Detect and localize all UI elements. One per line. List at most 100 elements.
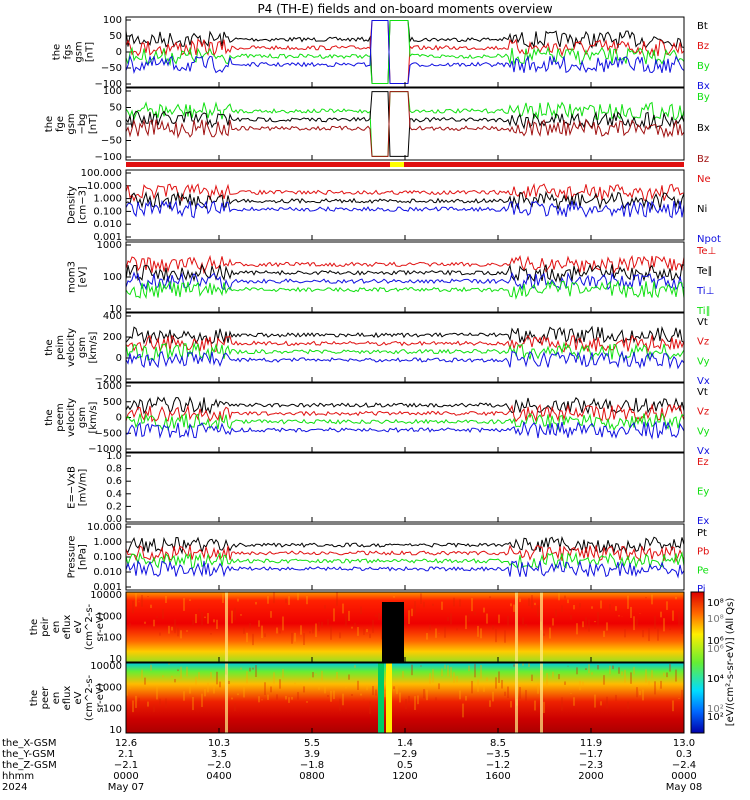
spectrogram-strip — [450, 613, 452, 625]
colorbar-tick-b-1: 10⁸ — [707, 614, 724, 625]
spectrogram-strip — [345, 614, 347, 627]
spectrogram-strip — [438, 683, 440, 690]
legend-Ne: Ne — [697, 174, 711, 185]
spectrogram-strip — [363, 628, 365, 635]
panel-8: Pressure [nPa] 10.000 1.000 0.100 0.010 0.001 P… — [67, 522, 710, 595]
spectrogram-strip — [459, 690, 461, 700]
spectrogram-strip — [213, 619, 215, 623]
spectrogram-strip — [366, 628, 368, 633]
series-Bx — [126, 20, 684, 84]
spectrogram-strip — [447, 665, 449, 677]
xaxis-col-6-3: −2.3 — [579, 760, 603, 771]
xaxis-col-1-3: −2.1 — [114, 760, 138, 771]
spectrogram-strip — [468, 665, 470, 672]
panel-2-ytick-3: 0 — [116, 119, 122, 130]
spectrogram-strip — [456, 675, 458, 683]
series-Vx — [126, 350, 684, 370]
legend-Pi: Pi — [697, 584, 706, 595]
xaxis-col-2-3: −2.0 — [207, 760, 231, 771]
xaxis-row-label-4: hhmm — [2, 771, 34, 782]
legend-Vt: Vt — [697, 387, 708, 398]
series-Vt — [126, 396, 684, 415]
spectrogram-strip — [432, 603, 434, 606]
spectrogram-strip — [321, 621, 323, 628]
spectrogram-strip — [468, 613, 470, 622]
spectrogram-strip — [486, 677, 488, 681]
panel-9-ylabel-7: sr-eV) — [95, 612, 106, 641]
legend-Npot: Npot — [697, 234, 721, 245]
panel-6-ylabel-4: gsm — [77, 407, 88, 428]
spectrogram-strip — [474, 612, 476, 615]
panel-2-ylabel-4: −bg — [77, 113, 88, 134]
xaxis-col-1-5: May 07 — [108, 782, 145, 793]
panel-1-ylabel-3: gsm — [74, 41, 85, 62]
panel-6-ylabel-1: the — [44, 409, 55, 425]
panel-5: the peim velocity gsm [km/s] 400 200 0 −200 Vt Vz V… — [44, 311, 710, 387]
spectrogram-strip — [594, 621, 596, 623]
spectrogram-strip — [267, 596, 269, 604]
panel-3-ylabel-2: [cm−3] — [78, 186, 89, 224]
spectrogram-strip — [471, 598, 473, 612]
spectrogram-strip — [645, 597, 647, 599]
legend-Ti⊥: Ti⊥ — [696, 286, 714, 297]
panel-6-ylabel-2: peem — [55, 403, 66, 431]
spectrogram-strip — [666, 601, 668, 610]
spectrogram-strip — [141, 669, 143, 679]
spectrogram-strip — [531, 595, 533, 609]
spectrogram-strip — [498, 671, 500, 683]
spectrogram-strip — [414, 696, 416, 710]
series-Bz — [126, 20, 684, 84]
spectrogram-strip — [141, 594, 143, 607]
panel-8-plot-area — [126, 535, 684, 579]
spectrogram-strip — [633, 666, 635, 675]
spectrogram-strip — [630, 672, 632, 684]
spectrogram-strip — [531, 674, 533, 682]
spectrogram-strip — [315, 623, 317, 637]
spectrogram-strip — [573, 697, 575, 706]
spectrogram-strip — [570, 693, 572, 694]
spectrogram-strip — [552, 618, 554, 626]
spectrogram-strip — [291, 632, 293, 644]
colorbar-tick-2: 10⁶ — [707, 636, 724, 647]
spectrogram-strip — [237, 693, 239, 696]
spectrogram-strip — [255, 601, 257, 605]
panel-5-ytick-3: 0 — [116, 353, 122, 364]
panel-7-ytick-6: 0.0 — [106, 514, 122, 525]
spectrogram-strip — [273, 672, 275, 684]
panel-5-ylabel-3: velocity — [66, 328, 77, 367]
panel-6-ylabel-3: velocity — [66, 398, 77, 437]
spectrogram-strip — [216, 619, 218, 629]
spectrogram-strip — [630, 606, 632, 618]
spectrogram-strip — [678, 611, 680, 626]
spectrogram-strip — [261, 699, 263, 701]
panel-1-ylabel-2: fgs — [63, 44, 74, 59]
panel-2-ylabel-2: fge — [55, 116, 66, 132]
spectrogram-strip — [294, 682, 296, 685]
spectrogram-strip — [444, 664, 446, 670]
spectrogram-strip — [486, 613, 488, 624]
spectrogram-strip — [303, 633, 305, 645]
legend-Vt: Vt — [697, 317, 708, 328]
spectrogram-strip — [222, 704, 224, 710]
spectrogram-strip — [627, 701, 629, 709]
spectrogram-strip — [549, 627, 551, 639]
spectrogram-strip — [351, 626, 353, 629]
spectrogram-strip — [360, 606, 362, 615]
legend-Ni: Ni — [697, 204, 707, 215]
spectrogram-background — [126, 663, 684, 733]
spectrogram-strip — [537, 683, 539, 694]
spectrogram-strip — [498, 614, 500, 624]
spectrogram-strip — [579, 681, 581, 691]
spectrogram-strip — [621, 671, 623, 676]
spectrogram-strip — [459, 599, 461, 607]
spectrogram-strip — [615, 606, 617, 611]
spectrogram-strip — [474, 663, 476, 678]
spectrogram-strip — [603, 630, 605, 637]
spectrogram-strip — [273, 592, 275, 604]
spectrogram-strip — [393, 596, 395, 598]
status-bar — [126, 162, 684, 167]
panel-10-ytick-2: 1000 — [97, 682, 122, 693]
spectrogram-band — [225, 592, 228, 662]
series-Pt — [126, 535, 684, 555]
spectrogram-strip — [465, 615, 467, 630]
